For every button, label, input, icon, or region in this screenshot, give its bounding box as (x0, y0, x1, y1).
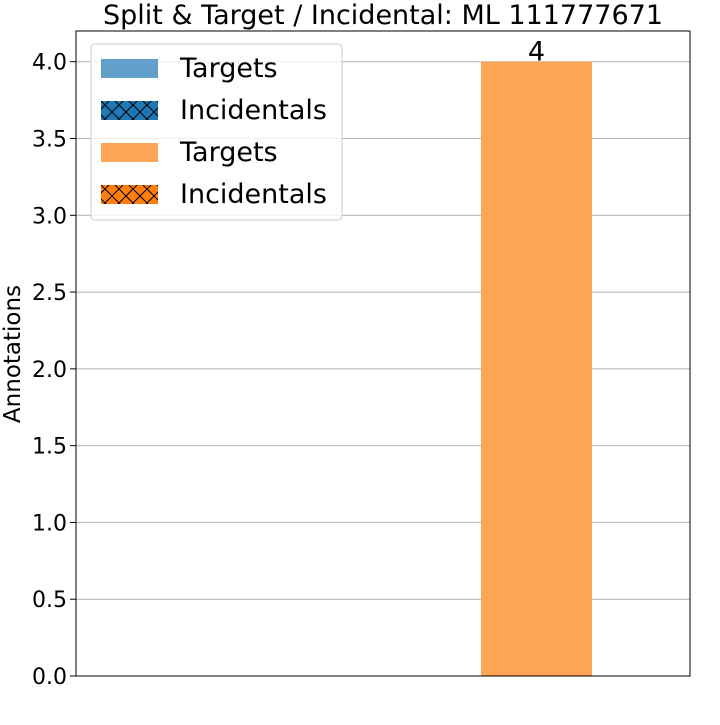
legend-label: Incidentals (180, 95, 327, 126)
y-tick-label: 4.0 (32, 51, 67, 76)
data-label: 4 (528, 37, 545, 68)
y-tick-label: 1.0 (32, 511, 67, 536)
y-tick-label: 2.0 (32, 358, 67, 383)
y-tick-label: 2.5 (32, 281, 67, 306)
y-tick-label: 0.0 (32, 665, 67, 690)
data-labels: 4 (528, 37, 545, 68)
y-tick-label: 0.5 (32, 588, 67, 613)
y-tick-label: 3.5 (32, 128, 67, 153)
y-tick-label: 3.0 (32, 204, 67, 229)
legend-box (90, 43, 343, 221)
legend-label: Targets (179, 137, 278, 168)
legend-swatch-hatch (101, 185, 158, 204)
y-axis-ticks: 0.0 0.5 1.0 1.5 2.0 2.5 3.0 3.5 4.0 (32, 51, 76, 690)
legend-label: Targets (179, 53, 278, 84)
chart-title: Split & Target / Incidental: ML 11177767… (103, 0, 663, 31)
bar-targets-1 (481, 61, 592, 676)
plot-frame (75, 30, 691, 677)
legend-swatch-hatch (101, 101, 158, 120)
y-tick-label: 1.5 (32, 435, 67, 460)
legend: Targets Incidentals Targets Incidentals (90, 43, 343, 221)
legend-label: Incidentals (180, 179, 327, 210)
legend-swatch (101, 59, 158, 78)
bars (481, 61, 592, 676)
y-axis-label: Annotations (0, 285, 26, 423)
legend-swatch (101, 143, 158, 162)
